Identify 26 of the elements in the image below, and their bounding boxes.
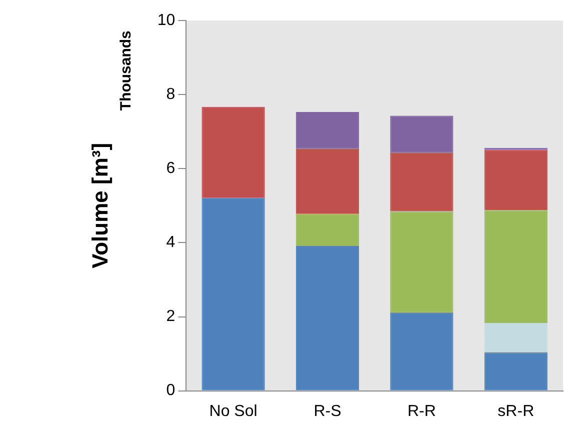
bar: [484, 150, 548, 210]
bar: [484, 323, 548, 352]
y-tick-label: 10: [157, 12, 176, 30]
y-tick-label: 0: [166, 382, 176, 400]
x-tick-label: R-R: [407, 402, 436, 420]
bar: [296, 112, 360, 148]
y-tick-label: 8: [166, 86, 176, 104]
text: Thousands: [117, 30, 134, 111]
bar: [390, 211, 454, 312]
bar: [296, 246, 360, 390]
bar: [296, 214, 360, 246]
bar: [484, 352, 548, 390]
bar: [390, 312, 454, 390]
y-tick-label: 2: [166, 308, 176, 326]
bar: [390, 116, 454, 152]
bar: [390, 152, 454, 212]
bar: [484, 210, 548, 324]
bar: [202, 106, 265, 198]
bar: [202, 198, 265, 390]
y-tick-label: 4: [166, 234, 176, 252]
x-tick-label: sR-R: [498, 402, 534, 420]
x-tick-label: R-S: [314, 402, 342, 420]
y-tick-label: 6: [166, 160, 176, 178]
bar: [296, 148, 360, 214]
y-axis-title: Volume [m³]: [87, 142, 112, 268]
x-tick-label: No Sol: [209, 402, 258, 420]
